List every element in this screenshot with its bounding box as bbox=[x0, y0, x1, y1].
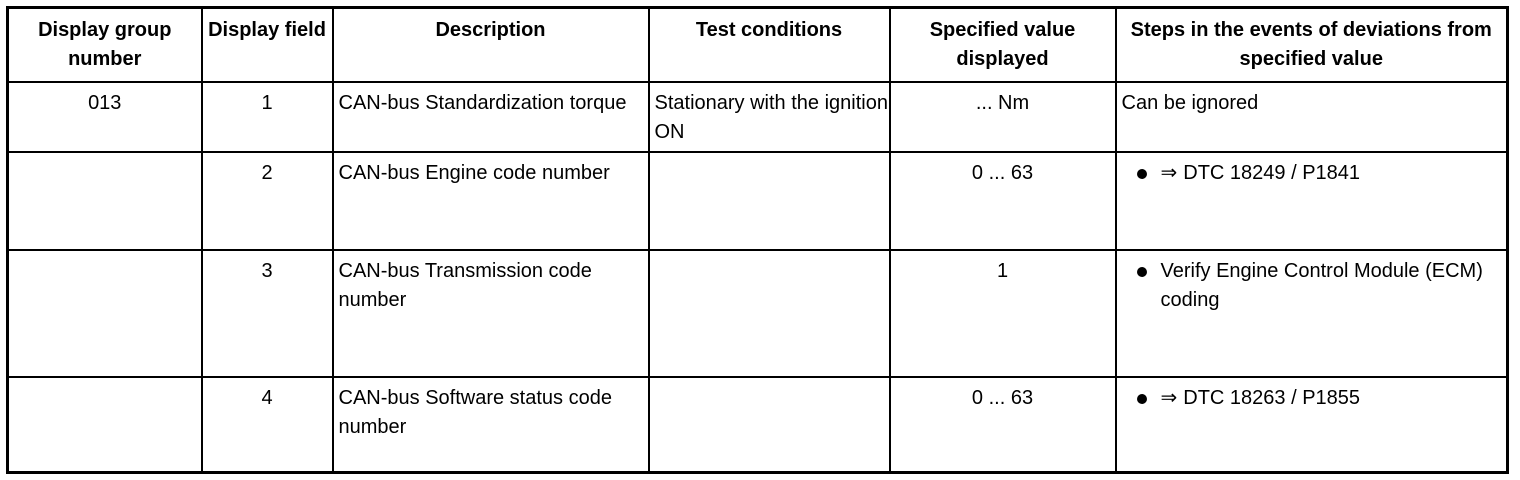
arrow-icon: ⇒ bbox=[1160, 387, 1178, 409]
field-cell: 4 bbox=[200, 376, 334, 474]
value-cell: ... Nm bbox=[888, 81, 1117, 153]
header-display-field: Display field bbox=[200, 6, 334, 83]
step-cell: Verify Engine Control Module (ECM) codin… bbox=[1114, 249, 1509, 378]
field-cell: 2 bbox=[200, 151, 334, 251]
conditions-cell bbox=[647, 249, 891, 378]
group-cell bbox=[6, 376, 203, 474]
header-display-group-number: Display group number bbox=[6, 6, 203, 83]
bullet-icon bbox=[1136, 394, 1147, 404]
step-cell: Can be ignored bbox=[1114, 81, 1509, 153]
bullet-icon bbox=[1136, 267, 1147, 277]
step-text: DTC 18263 / P1855 bbox=[1183, 387, 1361, 409]
header-test-conditions: Test conditions bbox=[647, 6, 891, 83]
value-cell: 0 ... 63 bbox=[888, 376, 1117, 474]
header-specified-value: Specified value displayed bbox=[888, 6, 1117, 83]
header-steps: Steps in the events of deviations from s… bbox=[1114, 6, 1509, 83]
value-cell: 1 bbox=[888, 249, 1117, 378]
bullet-icon bbox=[1136, 169, 1147, 179]
table-row: 3 CAN-bus Transmission code number 1 Ver… bbox=[6, 249, 1509, 378]
group-cell: 013 bbox=[6, 81, 203, 153]
field-cell: 1 bbox=[200, 81, 334, 153]
header-description: Description bbox=[331, 6, 650, 83]
table-row: 013 1 CAN-bus Standardization torque Sta… bbox=[6, 81, 1509, 153]
step-text: Verify Engine Control Module (ECM) codin… bbox=[1160, 260, 1483, 311]
field-cell: 3 bbox=[200, 249, 334, 378]
conditions-cell bbox=[647, 376, 891, 474]
description-cell: CAN-bus Transmission code number bbox=[331, 249, 650, 378]
table-row: 2 CAN-bus Engine code number 0 ... 63 ⇒ D… bbox=[6, 151, 1509, 251]
arrow-icon: ⇒ bbox=[1160, 162, 1178, 184]
step-text: DTC 18249 / P1841 bbox=[1183, 162, 1361, 184]
description-cell: CAN-bus Software status code number bbox=[331, 376, 650, 474]
table-row: 4 CAN-bus Software status code number 0 … bbox=[6, 376, 1509, 474]
conditions-cell bbox=[647, 151, 891, 251]
description-cell: CAN-bus Standardization torque bbox=[331, 81, 650, 153]
step-cell: ⇒ DTC 18263 / P1855 bbox=[1114, 376, 1509, 474]
display-group-table: Display group number Display field Descr… bbox=[6, 6, 1509, 474]
group-cell bbox=[6, 249, 203, 378]
conditions-cell: Stationary with the ignition ON bbox=[647, 81, 891, 153]
step-cell: ⇒ DTC 18249 / P1841 bbox=[1114, 151, 1509, 251]
header-row: Display group number Display field Descr… bbox=[6, 6, 1509, 83]
group-cell bbox=[6, 151, 203, 251]
description-cell: CAN-bus Engine code number bbox=[331, 151, 650, 251]
value-cell: 0 ... 63 bbox=[888, 151, 1117, 251]
